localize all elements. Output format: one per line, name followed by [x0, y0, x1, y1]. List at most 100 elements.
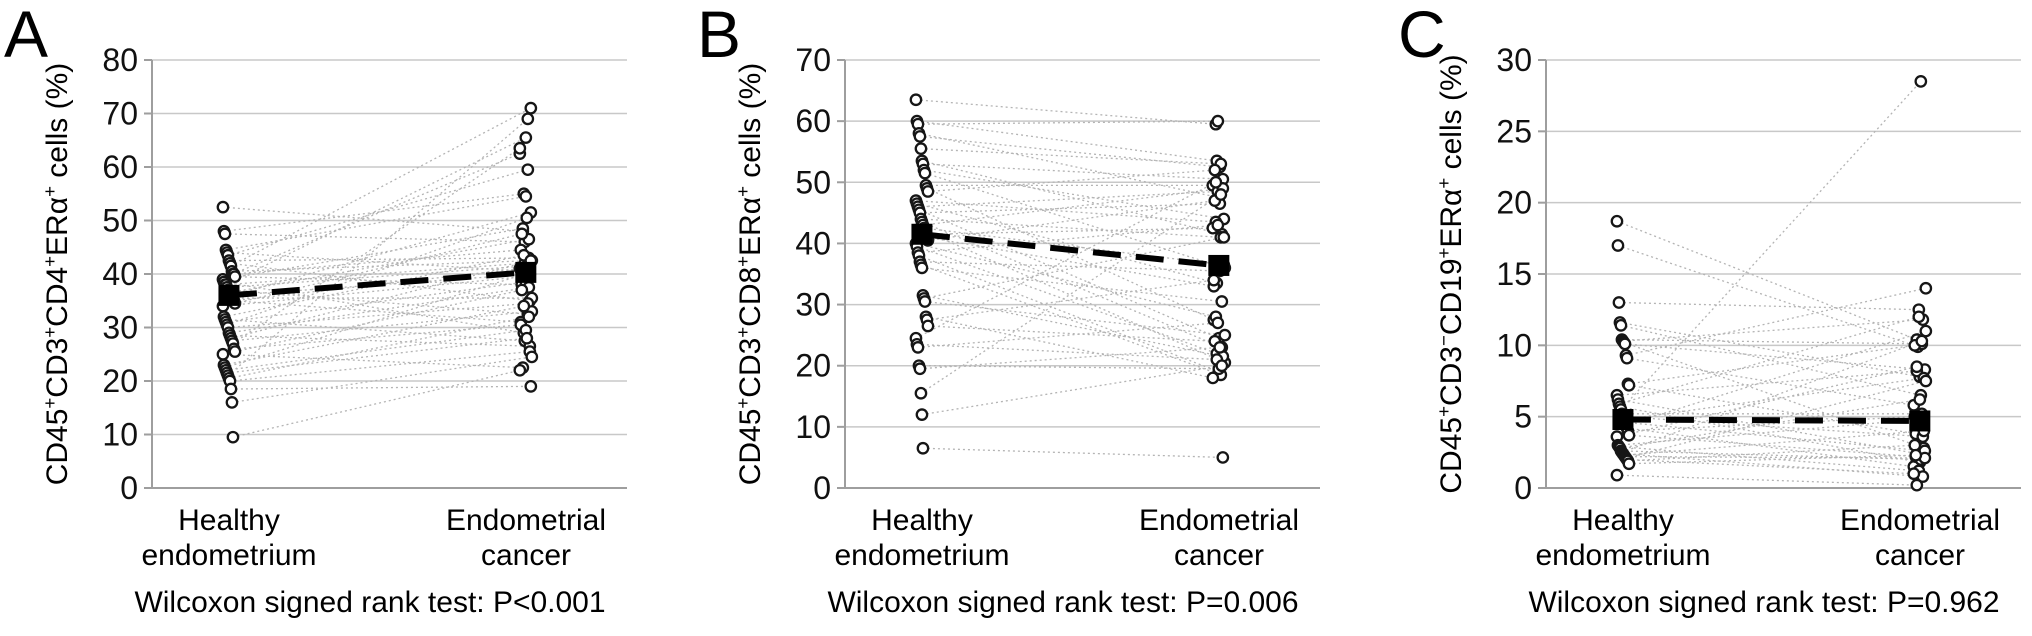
pair-line [916, 245, 1218, 355]
pair-line [1617, 418, 1918, 446]
pair-line [925, 316, 1213, 379]
pair-line [231, 356, 532, 404]
pair-line [1623, 377, 1924, 421]
pair-line [226, 251, 527, 272]
panel-a-category-healthy: Healthy endometrium [141, 504, 317, 573]
data-point [225, 396, 239, 409]
pair-line [917, 190, 1218, 208]
pair-line [222, 353, 523, 369]
pair-line [229, 334, 530, 347]
data-point [1910, 360, 1924, 374]
median-line [228, 269, 527, 299]
pair-line [1626, 427, 1914, 468]
pair-line [228, 286, 529, 334]
pair-line [225, 195, 526, 251]
pair-lines [222, 107, 532, 438]
pair-line [230, 259, 531, 339]
panel-a-category-cancer: Endometrial cancer [445, 504, 607, 573]
data-point [918, 166, 932, 180]
y-tick-label: 20 [795, 348, 831, 384]
pair-line [225, 329, 526, 371]
pair-line [224, 233, 525, 243]
data-point [1914, 75, 1928, 88]
panel-c-category-healthy: Healthy endometrium [1535, 504, 1711, 573]
y-tick-label: 25 [1496, 113, 1532, 149]
pair-line [921, 365, 1222, 416]
data-point [1618, 337, 1632, 351]
pair-line [921, 160, 1222, 235]
pair-line [1619, 321, 1920, 378]
data-point [216, 347, 230, 361]
y-tick-label: 10 [1496, 327, 1532, 363]
data-point [1208, 163, 1222, 177]
median-marker [1612, 409, 1634, 431]
y-tick-label: 0 [813, 470, 831, 506]
pair-line [230, 385, 531, 390]
pair-line [226, 337, 527, 374]
panel-c-letter: C [1398, 0, 1446, 71]
pair-line [223, 305, 524, 366]
data-point [909, 93, 923, 107]
pair-line [916, 203, 1217, 284]
pair-line [230, 107, 532, 267]
pair-lines [1616, 80, 1927, 486]
pair-line [226, 217, 528, 326]
data-point [921, 185, 935, 198]
pair-line [223, 254, 524, 318]
pair-line [1616, 370, 1917, 396]
data-point [1209, 175, 1223, 189]
pair-line [1623, 430, 1924, 456]
data-point [1206, 371, 1220, 385]
data-point [911, 341, 925, 354]
y-tick-label: 70 [102, 96, 138, 132]
pair-line [1626, 357, 1914, 406]
data-point [915, 408, 929, 421]
data-point [1909, 448, 1923, 462]
pair-line [924, 300, 1225, 336]
pair-line [1621, 338, 1922, 345]
data-point [1915, 334, 1929, 348]
pair-line [228, 316, 529, 379]
y-tick-label: 20 [1496, 185, 1532, 221]
data-point [1614, 319, 1628, 332]
panel-c-plot: 0 5 10 15 20 25 30 [1496, 42, 2021, 506]
data-point [916, 441, 930, 455]
axes [844, 60, 1320, 489]
y-tick-label: 20 [102, 363, 138, 399]
pair-line [1627, 344, 1915, 385]
data-point [1622, 457, 1636, 471]
pair-line [1625, 330, 1927, 426]
pair-lines [915, 99, 1226, 459]
pair-line [920, 264, 1222, 376]
pair-line [916, 120, 1217, 162]
pair-line [222, 276, 523, 307]
pair-line [1626, 458, 1914, 475]
panel-b-stat-caption: Wilcoxon signed rank test: P=0.006 [827, 586, 1299, 619]
panel-c: C CD45+CD3−CD19+ERα+ cells (%) 0 5 10 15 20 2… [1394, 0, 2032, 636]
pair-line [232, 369, 520, 438]
data-point [1907, 467, 1921, 481]
y-tick-label: 60 [795, 103, 831, 139]
median-marker [1909, 410, 1931, 432]
median-marker [218, 284, 240, 306]
data-point [228, 345, 242, 358]
data-point [520, 331, 534, 345]
data-point [1211, 316, 1225, 330]
pair-line [233, 300, 521, 323]
data-point [1217, 230, 1231, 244]
data-point [1612, 296, 1626, 309]
data-point [1211, 114, 1225, 128]
data-point [226, 430, 240, 444]
median-marker [1208, 254, 1230, 276]
pair-line [232, 153, 521, 275]
pair-line [924, 172, 1226, 269]
data-point [524, 101, 538, 115]
data-point [913, 130, 927, 143]
data-point [1610, 214, 1624, 228]
pair-line [232, 147, 521, 345]
data-point [519, 190, 533, 203]
pair-line [922, 447, 1223, 459]
pair-line [224, 273, 526, 369]
pair-line [1622, 453, 1923, 478]
